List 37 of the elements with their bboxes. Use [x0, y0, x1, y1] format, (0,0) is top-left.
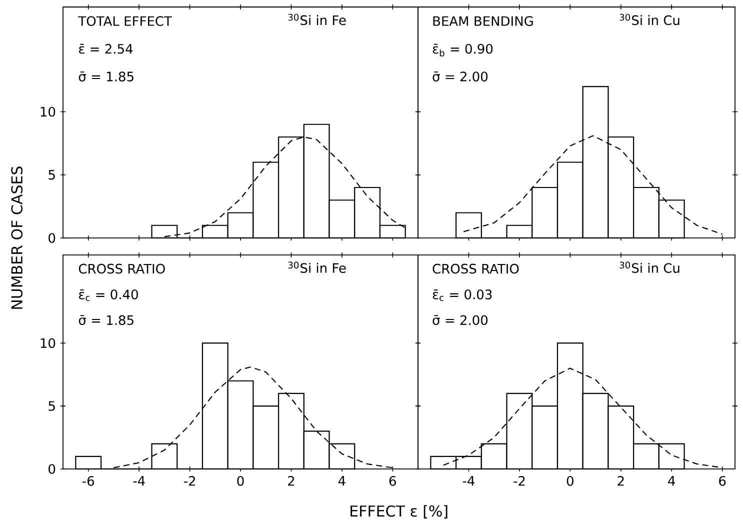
annotation: σ̄ = 1.85 [78, 72, 134, 82]
x-tick-label: 4 [338, 476, 346, 486]
y-tick-label: 5 [48, 401, 55, 411]
text: CROSS RATIO [432, 264, 519, 274]
text: TOTAL EFFECT [78, 16, 172, 26]
y-tick-label: 10 [40, 338, 56, 348]
text: BEAM BENDING [433, 16, 533, 26]
annotation: σ̄ = 2.00 [432, 315, 488, 326]
annotation: σ̄ = 1.85 [78, 315, 134, 326]
y-axis-title: NUMBER OF CASES [11, 166, 23, 309]
x-axis-title: EFFECT ε [%] [350, 505, 448, 518]
x-tick-label: 0 [237, 476, 244, 486]
x-tick-label: 2 [288, 476, 294, 486]
y-tick-label: 5 [48, 170, 55, 180]
chart-subtitle: $^{30}$Si in Cu [620, 262, 680, 273]
x-tick-label: -6 [82, 476, 94, 486]
chart-subtitle: $^{30}$Si in Fe [288, 14, 346, 26]
x-tick-label: 0 [566, 476, 574, 486]
chart-subtitle: $^{30}$Si in Fe [288, 262, 346, 273]
annotation: σ̄ = 2.00 [432, 72, 488, 82]
annotation: ε̄$_{b}$ = 0.90 [432, 44, 493, 56]
x-tick-label: -4 [133, 476, 145, 486]
y-tick-label: 10 [40, 106, 56, 117]
annotation: ε̄$_{c}$ = 0.03 [432, 289, 492, 302]
x-tick-label: -4 [462, 476, 474, 486]
annotation: ε̄ = 2.54 [79, 44, 133, 54]
x-tick-label: -2 [184, 476, 195, 486]
x-tick-label: 6 [389, 476, 396, 486]
x-tick-label: 6 [719, 476, 726, 486]
annotation: ε̄$_{c}$ = 0.40 [79, 289, 138, 302]
chart-subtitle: $^{30}$Si in Cu [620, 14, 680, 26]
x-tick-label: -2 [514, 476, 525, 486]
y-tick-label: 0 [48, 464, 56, 474]
x-tick-label: 4 [668, 476, 676, 486]
y-tick-label: 0 [48, 233, 56, 243]
text: CROSS RATIO [78, 264, 165, 274]
x-tick-label: 2 [618, 476, 624, 486]
